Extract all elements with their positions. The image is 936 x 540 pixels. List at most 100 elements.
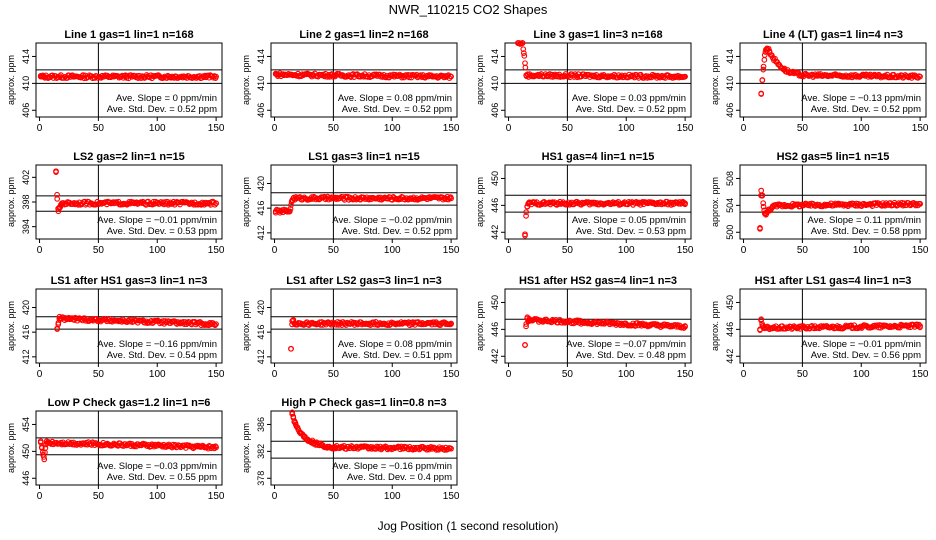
panel-title: Line 4 (LT) gas=1 lin=4 n=3: [763, 29, 903, 41]
y-tick-label: 416: [21, 325, 31, 340]
data-point: [760, 63, 767, 70]
x-tick-label: 100: [618, 245, 635, 256]
plot-frame: [739, 164, 927, 240]
slope-annotation: Ave. Slope = 0.08 ppm/min: [338, 339, 452, 350]
x-tick-label: 150: [208, 245, 225, 256]
data-point: [290, 413, 297, 420]
data-point: [523, 213, 529, 219]
data-point: [779, 65, 786, 72]
slope-annotation: Ave. Slope = −0.16 ppm/min: [97, 339, 217, 350]
slope-annotation: Ave. Slope = 0.08 ppm/min: [338, 93, 452, 104]
plot-frame: [270, 410, 458, 486]
y-tick-label: 420: [256, 176, 266, 191]
x-tick-label: 100: [384, 123, 401, 134]
x-tick-label: 150: [443, 491, 460, 502]
x-tick-label: 150: [912, 123, 929, 134]
x-tick-label: 150: [677, 245, 694, 256]
data-point: [523, 323, 529, 330]
panel-8: HS2 gas=5 lin=1 n=15 0 50 100 150 500 504 508 ap…: [710, 151, 929, 256]
data-point: [447, 445, 453, 451]
data-point: [681, 74, 688, 80]
x-tick-label: 0: [741, 369, 747, 380]
y-tick-label: 410: [21, 76, 31, 91]
panel-title: Line 3 gas=1 lin=3 n=168: [533, 29, 662, 41]
y-tick-label: 508: [725, 171, 735, 186]
panel-1: Line 1 gas=1 lin=1 n=168 0 50 100 150 406 410 4…: [6, 29, 225, 134]
y-tick-label: 406: [21, 103, 31, 118]
panel-title: HS1 after HS2 gas=4 lin=1 n=3: [519, 275, 677, 287]
x-tick-label: 100: [384, 245, 401, 256]
data-point: [761, 57, 768, 63]
data-point: [42, 449, 48, 456]
x-tick-label: 100: [618, 123, 635, 134]
y-tick-label: 406: [256, 103, 266, 118]
y-axis-label: approx. ppm: [6, 301, 16, 351]
data-point: [212, 443, 219, 450]
data-point: [916, 73, 922, 79]
std-dev-annotation: Ave. Std. Dev. = 0.52 ppm: [107, 104, 217, 115]
slope-annotation: Ave. Slope = −0.13 ppm/min: [801, 93, 921, 104]
x-tick-label: 150: [912, 369, 929, 380]
data-point: [798, 323, 805, 329]
y-tick-label: 416: [256, 201, 266, 216]
panel-title: Line 1 gas=1 lin=1 n=168: [64, 29, 193, 41]
data-point: [519, 40, 526, 46]
std-dev-annotation: Ave. Std. Dev. = 0.56 ppm: [811, 350, 921, 361]
plot-frame: [270, 288, 458, 364]
data-point: [520, 46, 527, 53]
x-tick-label: 100: [853, 369, 870, 380]
std-dev-annotation: Ave. Std. Dev. = 0.4 ppm: [347, 472, 452, 483]
y-tick-label: 412: [256, 349, 266, 364]
panel-12: HS1 after LS1 gas=4 lin=1 n=3 0 50 100 150 44…: [710, 275, 929, 380]
slope-annotation: Ave. Slope = −0.07 ppm/min: [566, 339, 686, 350]
y-tick-label: 378: [256, 471, 266, 486]
x-tick-label: 50: [797, 369, 809, 380]
x-tick-label: 50: [562, 369, 574, 380]
data-point: [286, 208, 293, 215]
data-point: [916, 321, 922, 328]
data-point: [523, 209, 530, 215]
y-tick-label: 450: [21, 444, 31, 459]
y-axis-label: approx. ppm: [475, 301, 485, 351]
y-tick-label: 420: [256, 300, 266, 315]
data-point: [768, 52, 775, 59]
y-tick-label: 446: [21, 471, 31, 486]
plot-frame: [35, 410, 223, 486]
panel-7: HS1 gas=4 lin=1 n=15 0 50 100 150 442 446 450 ap…: [475, 151, 694, 256]
slope-annotation: Ave. Slope = 0 ppm/min: [116, 93, 217, 104]
data-point: [520, 50, 527, 56]
y-tick-label: 414: [725, 49, 735, 64]
figure-title: NWR_110215 CO2 Shapes: [388, 2, 548, 17]
data-point: [212, 322, 218, 329]
y-tick-label: 398: [21, 194, 31, 209]
panel-10: LS1 after LS2 gas=3 lin=1 n=3 0 50 100 150 41…: [241, 275, 460, 380]
plot-frame: [270, 164, 458, 240]
x-tick-label: 100: [853, 123, 870, 134]
data-point: [55, 321, 62, 328]
data-point: [682, 323, 688, 329]
data-point: [759, 192, 765, 199]
x-tick-label: 0: [506, 245, 512, 256]
y-axis-label: approx. ppm: [475, 177, 485, 227]
std-dev-annotation: Ave. Std. Dev. = 0.55 ppm: [107, 472, 217, 483]
panel-6: LS1 gas=3 lin=1 n=15 0 50 100 150 412 416 420 ap…: [241, 151, 460, 256]
data-point: [917, 324, 923, 331]
plot-frame: [35, 42, 223, 118]
x-tick-label: 50: [93, 491, 105, 502]
slope-annotation: Ave. Slope = −0.01 ppm/min: [97, 215, 217, 226]
data-point: [757, 327, 763, 333]
panel-11: HS1 after HS2 gas=4 lin=1 n=3 0 50 100 150 44…: [475, 275, 694, 380]
x-tick-label: 0: [741, 123, 747, 134]
x-tick-label: 50: [328, 245, 340, 256]
data-point: [213, 200, 219, 207]
x-tick-label: 150: [912, 245, 929, 256]
plot-frame: [504, 288, 692, 364]
y-tick-label: 416: [256, 325, 266, 340]
x-tick-label: 0: [506, 123, 512, 134]
x-tick-label: 100: [853, 245, 870, 256]
x-tick-label: 50: [797, 123, 809, 134]
x-tick-label: 100: [149, 491, 166, 502]
plot-frame: [739, 42, 927, 118]
std-dev-annotation: Ave. Std. Dev. = 0.51 ppm: [342, 350, 452, 361]
